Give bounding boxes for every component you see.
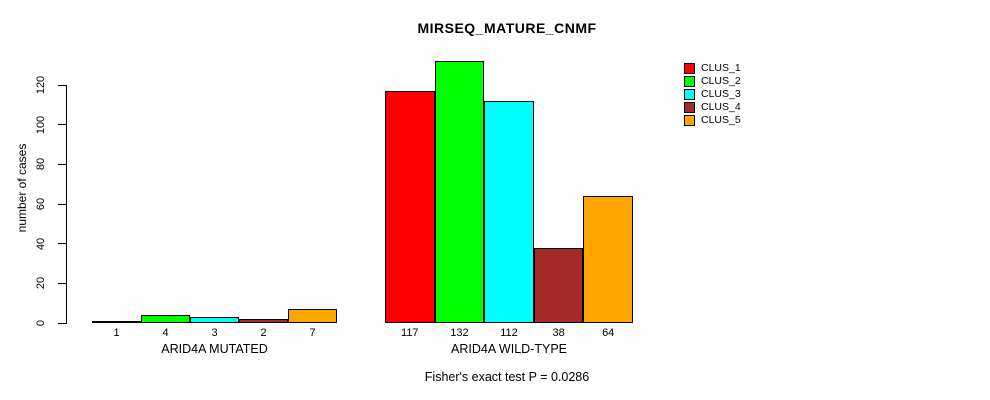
legend-entry-clus_4: CLUS_4 bbox=[684, 101, 741, 114]
y-tick-label: 80 bbox=[35, 158, 47, 171]
bar-group2-clus_2 bbox=[434, 61, 485, 323]
y-tick-label: 40 bbox=[35, 237, 47, 250]
y-tick-mark bbox=[58, 203, 66, 205]
legend-swatch-icon bbox=[684, 63, 695, 74]
y-tick-mark bbox=[58, 84, 66, 86]
y-tick-mark bbox=[58, 322, 66, 324]
legend-label: CLUS_2 bbox=[701, 75, 741, 87]
y-tick-label: 120 bbox=[35, 75, 47, 95]
bar-value-label: 132 bbox=[450, 327, 469, 339]
bar-value-label: 38 bbox=[552, 327, 565, 339]
group-label-1: ARID4A MUTATED bbox=[161, 342, 268, 356]
bar-group1-clus_5 bbox=[288, 309, 337, 323]
y-axis-label: number of cases bbox=[15, 143, 29, 233]
legend-swatch-icon bbox=[684, 115, 695, 126]
legend-entry-clus_2: CLUS_2 bbox=[684, 75, 741, 88]
bar-value-label: 4 bbox=[162, 327, 169, 339]
bar-group1-clus_4 bbox=[239, 319, 288, 323]
y-tick-mark bbox=[58, 282, 66, 284]
group-label-2: ARID4A WILD-TYPE bbox=[451, 342, 567, 356]
bar-value-label: 117 bbox=[401, 327, 419, 339]
bar-value-label: 2 bbox=[260, 327, 267, 339]
legend-label: CLUS_1 bbox=[701, 62, 741, 74]
bar-value-label: 7 bbox=[309, 327, 316, 339]
bar-value-label: 64 bbox=[602, 327, 615, 339]
legend-swatch-icon bbox=[684, 89, 695, 100]
y-tick-label: 100 bbox=[35, 115, 47, 134]
legend-entry-clus_3: CLUS_3 bbox=[684, 88, 741, 101]
chart-title: MIRSEQ_MATURE_CNMF bbox=[417, 20, 597, 36]
legend-label: CLUS_5 bbox=[701, 114, 741, 126]
legend-label: CLUS_3 bbox=[701, 88, 741, 100]
y-tick-label: 60 bbox=[35, 197, 47, 211]
legend-entry-clus_1: CLUS_1 bbox=[684, 62, 741, 75]
y-tick-mark bbox=[58, 243, 66, 245]
bar-group1-clus_3 bbox=[190, 317, 239, 323]
y-tick-mark bbox=[58, 124, 66, 126]
bar-value-label: 1 bbox=[113, 327, 120, 339]
bar-value-label: 112 bbox=[500, 327, 518, 339]
bar-group2-clus_5 bbox=[583, 196, 633, 323]
legend-swatch-icon bbox=[684, 76, 695, 87]
legend-swatch-icon bbox=[684, 102, 695, 113]
legend-label: CLUS_4 bbox=[701, 101, 741, 113]
y-tick-label: 20 bbox=[35, 277, 47, 290]
bar-group2-clus_4 bbox=[533, 247, 584, 323]
bar-group1-clus_2 bbox=[141, 315, 190, 323]
y-tick-mark bbox=[58, 163, 66, 165]
bar-value-label: 3 bbox=[211, 327, 218, 339]
bar-group2-clus_3 bbox=[484, 100, 534, 323]
footnote-text: Fisher's exact test P = 0.0286 bbox=[424, 370, 590, 384]
bar-group2-clus_1 bbox=[385, 90, 435, 323]
legend-entry-clus_5: CLUS_5 bbox=[684, 114, 741, 127]
bar-group1-clus_1 bbox=[92, 321, 141, 323]
y-axis-line bbox=[66, 85, 67, 324]
y-tick-label: 0 bbox=[35, 319, 47, 327]
